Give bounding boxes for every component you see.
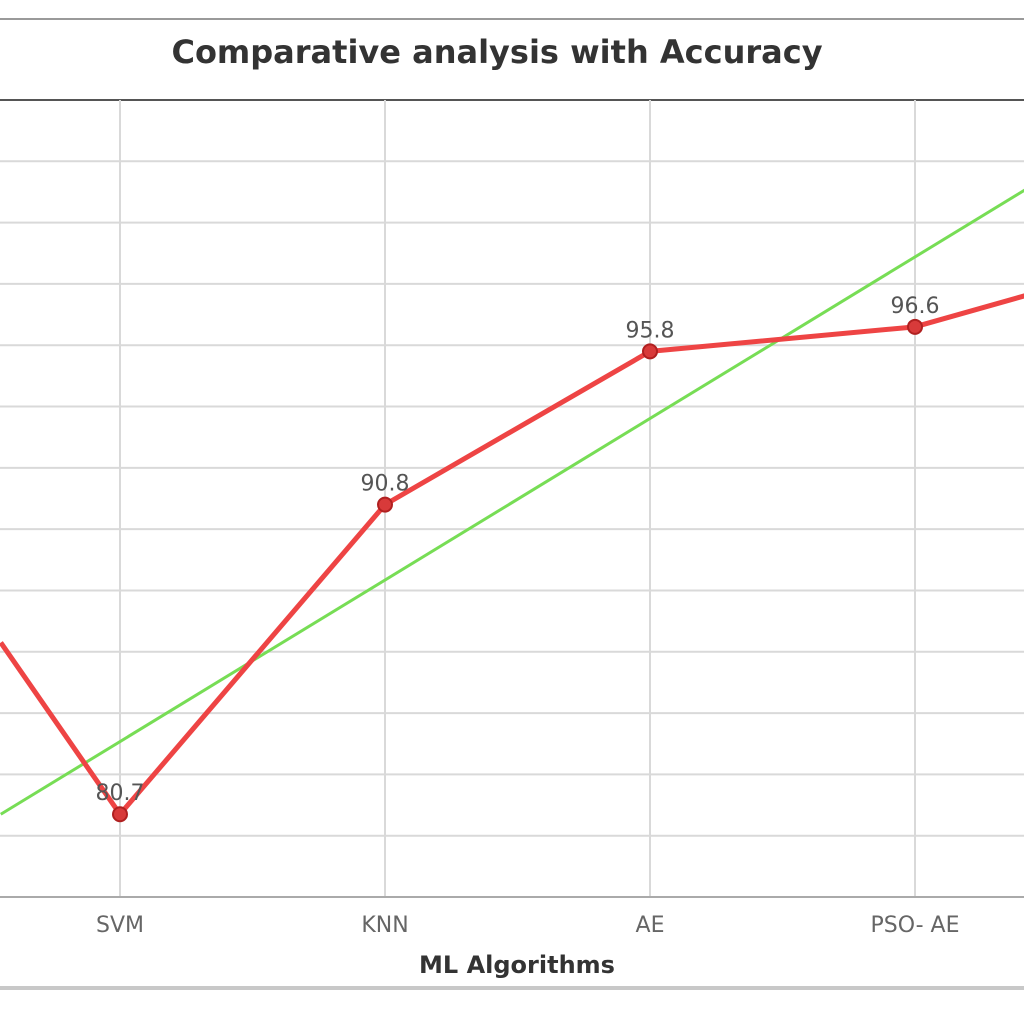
x-tick-label: PSO- AE xyxy=(870,913,959,938)
data-point xyxy=(642,343,658,360)
data-point xyxy=(907,318,923,335)
data-label: 80.7 xyxy=(96,781,145,806)
data-point xyxy=(377,496,393,513)
trendline xyxy=(0,188,1024,816)
x-tick-label: SVM xyxy=(96,913,144,938)
chart-title: Comparative analysis with Accuracy xyxy=(171,33,822,71)
x-tick-labels: SVM KNN AE PSO- AE xyxy=(96,913,960,938)
accuracy-series-line xyxy=(0,293,1024,817)
x-tick-label: KNN xyxy=(361,913,408,938)
series-layer: 80.7 90.8 95.8 96.6 xyxy=(0,293,1024,823)
data-point xyxy=(112,806,128,823)
x-axis-title: ML Algorithms xyxy=(419,951,615,979)
data-label: 90.8 xyxy=(361,472,410,497)
data-label: 95.8 xyxy=(626,318,675,343)
grid-lines xyxy=(0,100,1024,897)
data-label: 96.6 xyxy=(891,294,940,319)
trendline-layer xyxy=(0,188,1024,816)
x-tick-label: AE xyxy=(636,913,665,938)
